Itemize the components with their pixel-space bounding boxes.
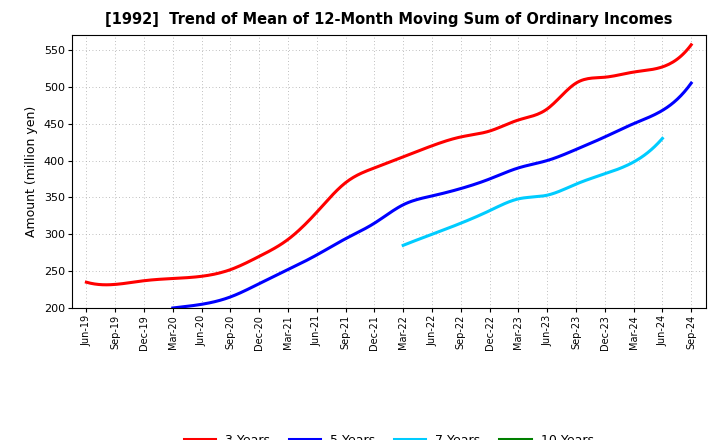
Legend: 3 Years, 5 Years, 7 Years, 10 Years: 3 Years, 5 Years, 7 Years, 10 Years [179,429,598,440]
Y-axis label: Amount (million yen): Amount (million yen) [25,106,38,237]
Title: [1992]  Trend of Mean of 12-Month Moving Sum of Ordinary Incomes: [1992] Trend of Mean of 12-Month Moving … [105,12,672,27]
